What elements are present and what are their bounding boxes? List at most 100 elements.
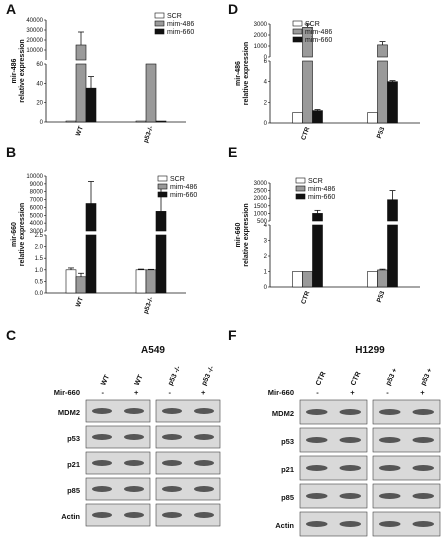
treatment-sign: - — [386, 388, 389, 397]
blot-box — [85, 425, 151, 449]
legend-label: SCR — [308, 178, 323, 185]
y-tick-label-upper: 30000 — [26, 28, 43, 34]
bar — [65, 120, 77, 123]
bar — [367, 112, 378, 124]
western-blot-f: H1299 CTR CTR p53 + p53 + Mir-660 - + - + MDM2 p53 p… — [268, 345, 441, 537]
lane-label: WT — [134, 373, 145, 386]
y-tick-label-lower: 60 — [36, 62, 43, 68]
legend-swatch — [295, 185, 306, 192]
legend-label: SCR — [167, 13, 182, 20]
y-tick-label-lower: 2.5 — [35, 233, 44, 239]
blot-band — [379, 521, 401, 527]
legend-label: SCR — [170, 176, 185, 183]
blot-band — [162, 408, 182, 414]
blot-band — [124, 408, 144, 414]
y-tick-label-lower: 1 — [264, 270, 268, 276]
bar — [387, 81, 398, 124]
blot-band — [412, 493, 434, 499]
blot-band — [412, 465, 434, 471]
y-tick-label-lower: 1.5 — [35, 256, 44, 262]
blot-row-label: p53 — [281, 437, 294, 446]
lane-label: CTR — [350, 371, 362, 387]
bar — [312, 213, 323, 222]
legend-label: mim-660 — [167, 29, 194, 36]
blot-row-label: p21 — [281, 465, 294, 474]
legend-swatch — [295, 193, 306, 200]
panel-letter-d: D — [228, 1, 238, 17]
treatment-sign: + — [134, 388, 139, 397]
y-tick-label-lower: 0.5 — [35, 279, 44, 285]
lane-label: WT — [100, 373, 111, 386]
lane-label: p53 -/- — [201, 365, 216, 387]
treatment-sign: - — [316, 388, 319, 397]
bar — [75, 276, 87, 294]
y-tick-label-lower: 2.0 — [35, 245, 44, 251]
blot-box — [155, 477, 221, 501]
bar — [377, 269, 388, 288]
panel-letter-f: F — [228, 327, 237, 343]
y-tick-label-lower: 20 — [36, 101, 43, 107]
blot-band — [306, 493, 328, 499]
bar — [145, 269, 157, 294]
blot-row-label: p21 — [67, 460, 80, 469]
blot-band — [124, 512, 144, 518]
y-tick-label-upper: 2000 — [254, 33, 268, 39]
category-label: CTR — [300, 126, 311, 141]
lane-label: p53 + — [420, 367, 434, 386]
bar — [155, 120, 167, 123]
lane-label: p53 + — [385, 367, 399, 386]
y-tick-label-lower: 3 — [264, 239, 268, 245]
bar — [85, 234, 97, 294]
legend-label: mim-660 — [308, 194, 335, 201]
treatment-sign: + — [350, 388, 355, 397]
y-axis-label: mir-660 — [235, 222, 242, 247]
bar — [387, 224, 398, 288]
category-label: CTR — [300, 290, 311, 305]
blot-band — [306, 521, 328, 527]
category-label: WT — [75, 125, 85, 137]
lane-label: p53 -/- — [167, 365, 182, 387]
blot-box — [155, 399, 221, 423]
y-tick-label-lower: 0 — [40, 120, 44, 126]
bar — [367, 271, 378, 288]
blot-band — [306, 409, 328, 415]
blot-band — [124, 434, 144, 440]
blot-band — [162, 434, 182, 440]
blot-band — [92, 460, 112, 466]
y-tick-label-upper: 10000 — [26, 48, 43, 54]
blot-band — [306, 465, 328, 471]
y-tick-label-lower: 1.0 — [35, 268, 44, 274]
panel-letter-c: C — [6, 327, 16, 343]
legend-swatch — [154, 12, 165, 19]
blot-box — [155, 425, 221, 449]
blot-band — [339, 521, 361, 527]
panel-letter-e: E — [228, 144, 237, 160]
blot-band — [339, 493, 361, 499]
blot-band — [339, 409, 361, 415]
y-tick-label-upper: 5000 — [30, 213, 44, 219]
bar — [302, 271, 313, 288]
legend-swatch — [154, 20, 165, 27]
legend-swatch — [157, 183, 168, 190]
category-label: p53-/- — [142, 125, 155, 144]
panel-letter-a: A — [6, 1, 16, 17]
blot-band — [412, 521, 434, 527]
blot-band — [306, 437, 328, 443]
blot-band — [162, 512, 182, 518]
chart-d: 0 1000 2000 3000 0 2 4 6 mir-486 relative express… — [235, 20, 420, 141]
category-label: p53-/- — [142, 296, 155, 315]
bar — [312, 224, 323, 288]
blot-band — [379, 493, 401, 499]
legend-swatch — [292, 20, 303, 27]
y-tick-label-upper: 10000 — [26, 174, 43, 180]
y-tick-label-lower: 40 — [36, 81, 43, 87]
blot-row-label: Actin — [61, 512, 80, 521]
legend-swatch — [157, 175, 168, 182]
lane-label: CTR — [315, 371, 327, 387]
legend-label: mim-486 — [308, 186, 335, 193]
y-tick-label-lower: 2 — [264, 254, 268, 260]
legend-label: mim-486 — [305, 29, 332, 36]
y-tick-label-upper: 40000 — [26, 18, 43, 24]
